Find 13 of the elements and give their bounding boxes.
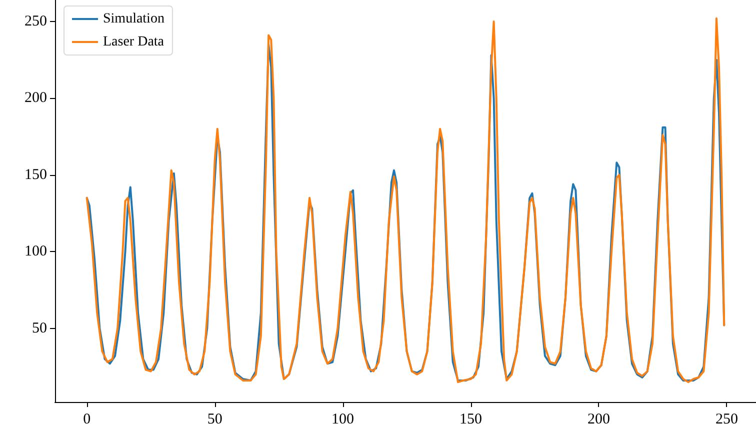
- y-tick-label: 100: [24, 244, 47, 260]
- x-tick-label: 200: [587, 412, 610, 428]
- x-tick-label: 100: [332, 412, 354, 428]
- x-tick-label: 150: [460, 412, 482, 428]
- x-tick-label: 250: [715, 412, 738, 428]
- y-tick-label: 200: [24, 90, 47, 106]
- y-tick-label: 250: [24, 13, 47, 30]
- legend-label: Simulation: [103, 12, 164, 26]
- legend-label: Laser Data: [103, 34, 165, 50]
- x-tick-label: 50: [207, 412, 222, 428]
- y-tick-label: 50: [32, 320, 47, 336]
- x-tick-label: 0: [83, 412, 91, 428]
- y-tick-label: 150: [24, 166, 47, 183]
